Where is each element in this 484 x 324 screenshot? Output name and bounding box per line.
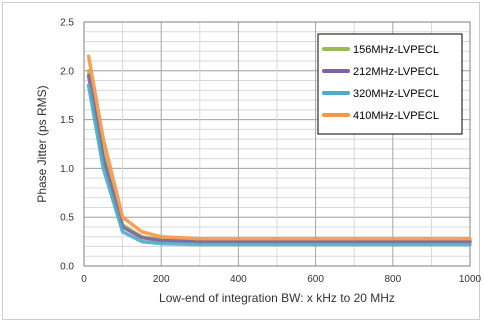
x-tick-label: 1000 (459, 274, 482, 285)
series-line-410mhz-lvpecl (86, 54, 472, 241)
y-tick-labels: 0.0 0.5 1.0 1.5 2.0 2.5 (60, 18, 74, 273)
legend-label: 212MHz-LVPECL (353, 66, 439, 78)
plot-area-border (83, 21, 471, 267)
y-tick-label: 1.0 (60, 164, 74, 175)
series-lines (86, 54, 472, 247)
y-tick-label: 2.0 (60, 66, 74, 77)
grid (83, 21, 471, 267)
legend-label: 320MHz-LVPECL (353, 88, 439, 100)
y-tick-label: 0.5 (60, 213, 74, 224)
legend: 156MHz-LVPECL 212MHz-LVPECL 320MHz-LVPECL 4… (317, 33, 463, 135)
x-tick-label: 600 (307, 274, 324, 285)
x-tick-label: 0 (81, 274, 87, 285)
legend-label: 410MHz-LVPECL (353, 110, 439, 122)
x-tick-label: 200 (153, 274, 170, 285)
series-line-320mhz-lvpecl (86, 83, 472, 247)
x-tick-label: 800 (384, 274, 401, 285)
x-axis-title: Low-end of integration BW: x kHz to 20 M… (159, 291, 395, 305)
x-tick-label: 400 (230, 274, 247, 285)
y-tick-label: 1.5 (60, 115, 74, 126)
x-tick-labels: 0 200 400 600 800 1000 (81, 274, 481, 285)
y-tick-label: 0.0 (60, 262, 74, 273)
y-tick-label: 2.5 (60, 18, 74, 29)
y-axis-title: Phase Jitter (ps RMS) (35, 85, 49, 202)
legend-label: 156MHz-LVPECL (353, 44, 439, 56)
